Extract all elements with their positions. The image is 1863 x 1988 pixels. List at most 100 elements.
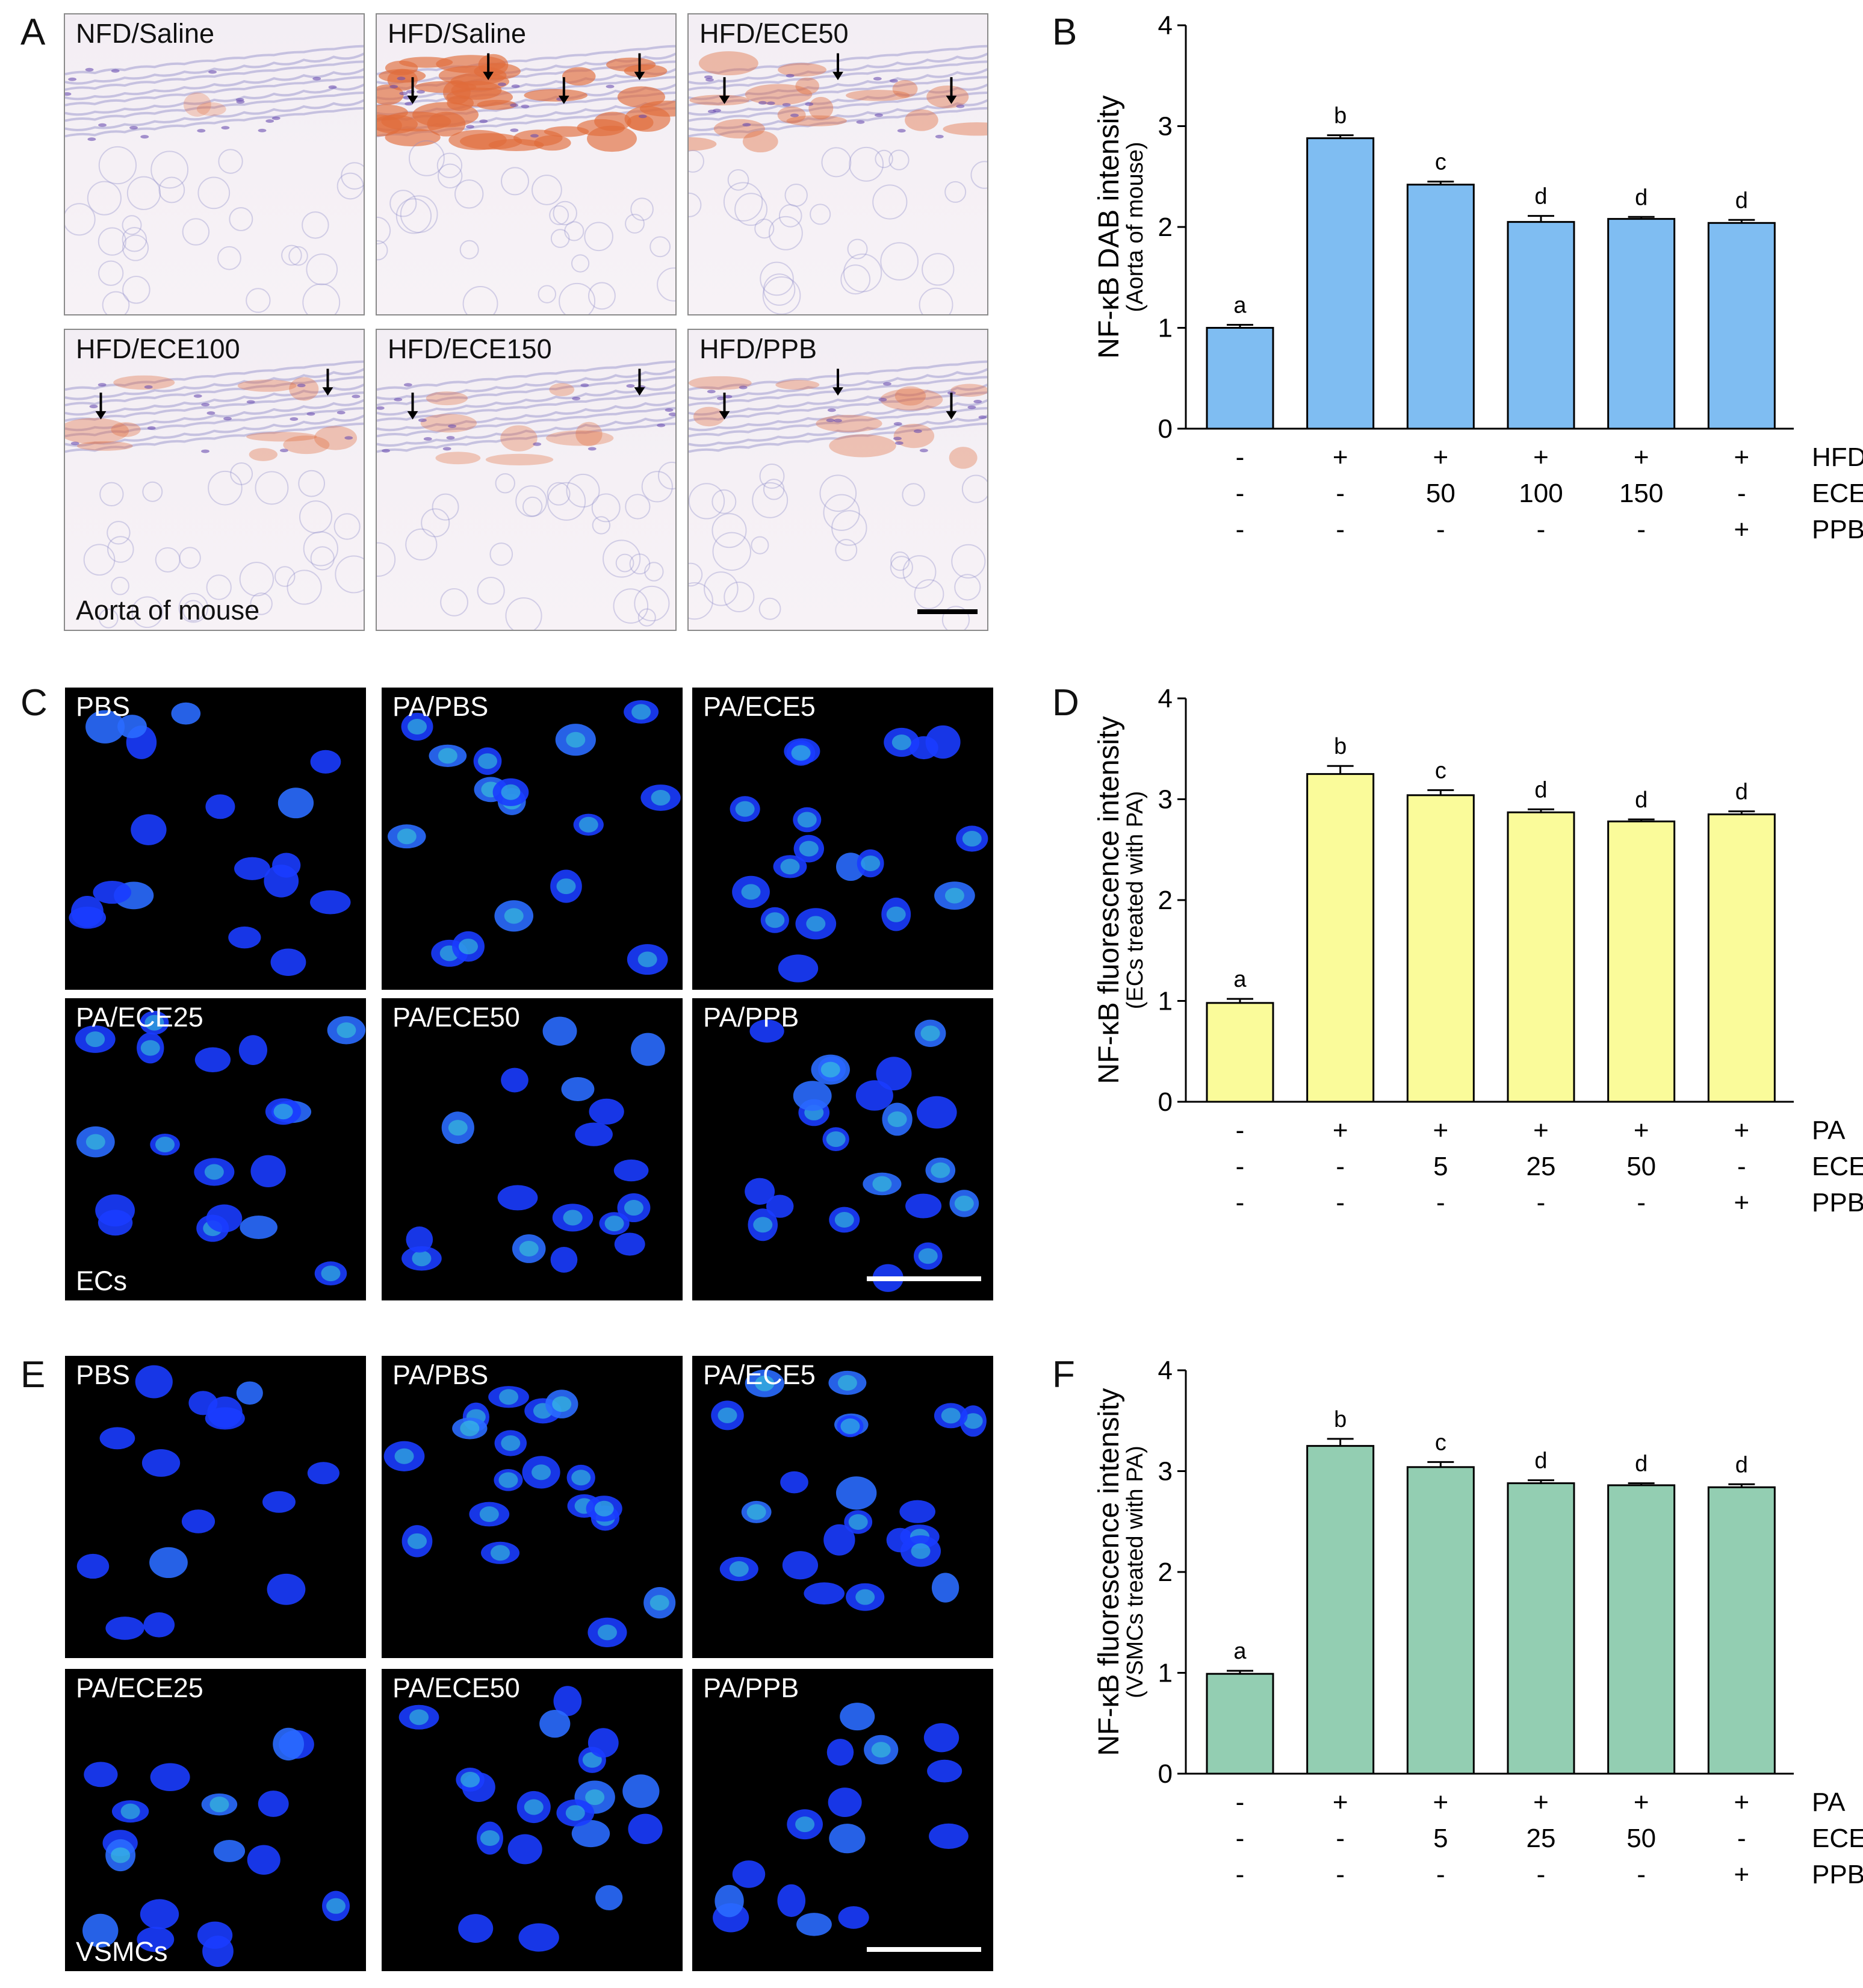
dab-stain xyxy=(524,89,587,102)
tissue-texture xyxy=(65,45,364,314)
vessel-layer xyxy=(65,60,364,91)
cell-outline xyxy=(902,555,937,589)
nucleus xyxy=(205,1407,245,1430)
dab-stain xyxy=(713,119,765,139)
cell-outline xyxy=(872,184,908,220)
nucleus xyxy=(328,85,337,89)
vessel-layer xyxy=(65,384,364,416)
significance-letter: d xyxy=(1735,780,1748,805)
nucleus xyxy=(336,411,346,415)
nfkb-signal xyxy=(963,1413,983,1429)
cell-outline xyxy=(657,461,675,490)
dab-stain xyxy=(477,99,517,110)
nucleus xyxy=(840,1703,875,1731)
fluorescence-texture xyxy=(76,1365,339,1640)
treatment-value: - xyxy=(1737,1152,1746,1181)
treatment-value: + xyxy=(1634,443,1649,472)
bar xyxy=(1406,1466,1475,1775)
cell-outline xyxy=(751,536,769,554)
fluorescence-image: PA/PBS xyxy=(382,1356,683,1658)
cell-outline xyxy=(849,146,884,182)
treatment-value: - xyxy=(1236,515,1245,544)
vessel-layer xyxy=(689,68,987,101)
significance-letter: a xyxy=(1233,967,1247,992)
bar xyxy=(1206,1002,1274,1103)
nfkb-signal xyxy=(438,748,457,764)
panel-letter-e: E xyxy=(20,1354,46,1396)
dab-stain xyxy=(549,383,575,397)
nucleus xyxy=(826,1739,854,1766)
image-caption: PA/ECE25 xyxy=(76,1673,203,1703)
bar xyxy=(1607,1484,1676,1775)
fluorescence-texture xyxy=(745,1019,979,1292)
cell-outline xyxy=(182,600,204,622)
nfkb-signal xyxy=(566,732,586,748)
cell-outline xyxy=(179,547,201,569)
vessel-layer xyxy=(377,45,675,76)
cell-outline xyxy=(553,200,577,226)
image-caption: HFD/PPB xyxy=(699,334,817,364)
nucleus xyxy=(344,436,353,440)
vessel-layer xyxy=(65,391,364,422)
nucleus xyxy=(306,412,315,416)
cell-type-note: ECs xyxy=(76,1266,128,1296)
cell-outline xyxy=(454,179,484,209)
nucleus xyxy=(893,421,902,426)
vessel-layer xyxy=(689,414,987,447)
treatment-value: - xyxy=(1236,1860,1245,1889)
vessel-layer xyxy=(377,376,675,406)
nfkb-signal xyxy=(448,1120,468,1136)
cell-outline xyxy=(377,216,391,244)
cell-outline xyxy=(87,181,122,216)
nucleus xyxy=(82,1913,119,1948)
vessel-layer xyxy=(689,91,987,122)
treatment-value: - xyxy=(1637,1860,1646,1889)
y-tick-label: 3 xyxy=(1158,1457,1173,1486)
nfkb-signal xyxy=(741,884,761,900)
nfkb-signal xyxy=(604,1216,624,1232)
nfkb-signal xyxy=(871,1742,891,1758)
y-tick-label: 2 xyxy=(1158,213,1173,242)
cell-outline xyxy=(501,167,530,196)
nucleus xyxy=(550,1247,578,1273)
image-caption: PA/PBS xyxy=(392,1359,489,1390)
nucleus xyxy=(638,114,647,119)
nucleus xyxy=(87,137,96,141)
vessel-layer xyxy=(65,414,364,447)
histology-image: HFD/ECE100 Aorta of mouse xyxy=(64,329,365,631)
dab-stain xyxy=(533,135,571,151)
nucleus xyxy=(804,1582,845,1604)
vessel-layer xyxy=(689,391,987,422)
significance-letter: d xyxy=(1635,1452,1648,1477)
dab-stain xyxy=(689,376,752,390)
nucleus xyxy=(135,1365,173,1399)
nfkb-signal xyxy=(408,719,427,735)
nucleus xyxy=(626,384,635,388)
dab-stain xyxy=(892,79,918,98)
significance-letter: a xyxy=(1233,1639,1247,1664)
treatment-value: + xyxy=(1734,1860,1749,1889)
treatment-value: - xyxy=(1637,515,1646,544)
treatment-value: + xyxy=(1734,1188,1749,1217)
nfkb-signal xyxy=(498,1472,518,1488)
bar xyxy=(1406,184,1475,430)
fluorescence-image: PBS xyxy=(65,688,366,990)
cell-outline xyxy=(505,597,542,630)
nfkb-signal xyxy=(848,1514,868,1530)
nucleus xyxy=(382,449,390,453)
nfkb-signal xyxy=(585,1789,605,1806)
dab-stain xyxy=(283,435,330,455)
cell-outline xyxy=(712,532,751,571)
nucleus xyxy=(405,102,414,106)
nucleus xyxy=(89,405,98,409)
cell-outline xyxy=(613,588,649,624)
arrow-group xyxy=(65,14,364,314)
cell-outline xyxy=(218,149,243,174)
cell-outline xyxy=(758,597,781,620)
arrow-head-icon xyxy=(946,411,957,420)
nfkb-signal xyxy=(944,887,964,904)
nucleus xyxy=(956,104,965,108)
nucleus xyxy=(147,426,156,430)
nucleus xyxy=(927,1759,962,1783)
fluorescence-texture xyxy=(82,1727,350,1967)
